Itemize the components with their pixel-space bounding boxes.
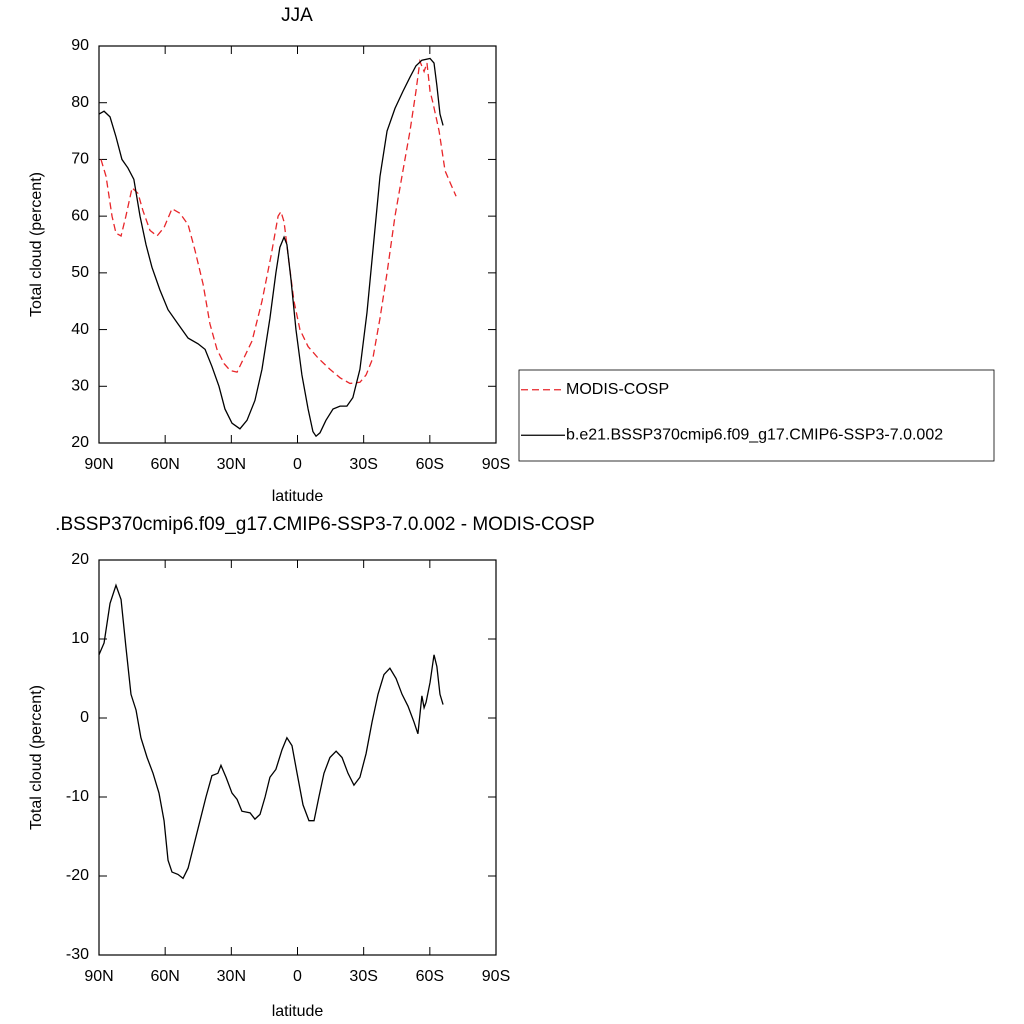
- data-line: [100, 58, 457, 385]
- y-tick-label: 20: [71, 434, 89, 451]
- x-tick-label: 30S: [349, 456, 377, 473]
- data-line: [98, 583, 444, 880]
- x-tick-label: 30S: [349, 968, 377, 985]
- x-axis-label: latitude: [272, 488, 324, 505]
- legend-label: b.e21.BSSP370cmip6.f09_g17.CMIP6-SSP3-7.…: [566, 426, 943, 443]
- y-tick-label: 50: [71, 264, 89, 281]
- chart-title: JJA: [281, 5, 313, 26]
- legend-label: MODIS-COSP: [566, 381, 669, 398]
- x-axis-label: latitude: [272, 1003, 324, 1020]
- chart-title: .BSSP370cmip6.f09_g17.CMIP6-SSP3-7.0.002…: [55, 514, 595, 535]
- y-tick-label: 90: [71, 37, 89, 54]
- y-tick-label: -20: [66, 867, 89, 884]
- x-tick-label: 0: [293, 456, 302, 473]
- x-tick-label: 30N: [217, 968, 246, 985]
- x-tick-label: 0: [293, 968, 302, 985]
- y-tick-label: 0: [80, 709, 89, 726]
- y-tick-label: 70: [71, 151, 89, 168]
- y-tick-label: 40: [71, 321, 89, 338]
- x-tick-label: 30N: [217, 456, 246, 473]
- y-tick-label: -10: [66, 788, 89, 805]
- x-tick-label: 90N: [84, 968, 113, 985]
- x-tick-label: 60N: [150, 968, 179, 985]
- y-tick-label: 80: [71, 94, 89, 111]
- plot-frame: [98, 559, 497, 956]
- x-tick-label: 60S: [416, 456, 444, 473]
- y-tick-label: 30: [71, 378, 89, 395]
- y-axis-label: Total cloud (percent): [28, 685, 45, 830]
- plot-frame: [98, 45, 497, 444]
- y-tick-label: 60: [71, 207, 89, 224]
- legend-box: [518, 369, 995, 462]
- y-tick-label: 20: [71, 551, 89, 568]
- y-tick-label: 10: [71, 630, 89, 647]
- x-tick-label: 90N: [84, 456, 113, 473]
- data-line: [98, 57, 444, 438]
- y-tick-label: -30: [66, 946, 89, 963]
- x-tick-label: 90S: [482, 968, 510, 985]
- y-axis-label: Total cloud (percent): [28, 172, 45, 317]
- x-tick-label: 90S: [482, 456, 510, 473]
- x-tick-label: 60N: [150, 456, 179, 473]
- x-tick-label: 60S: [416, 968, 444, 985]
